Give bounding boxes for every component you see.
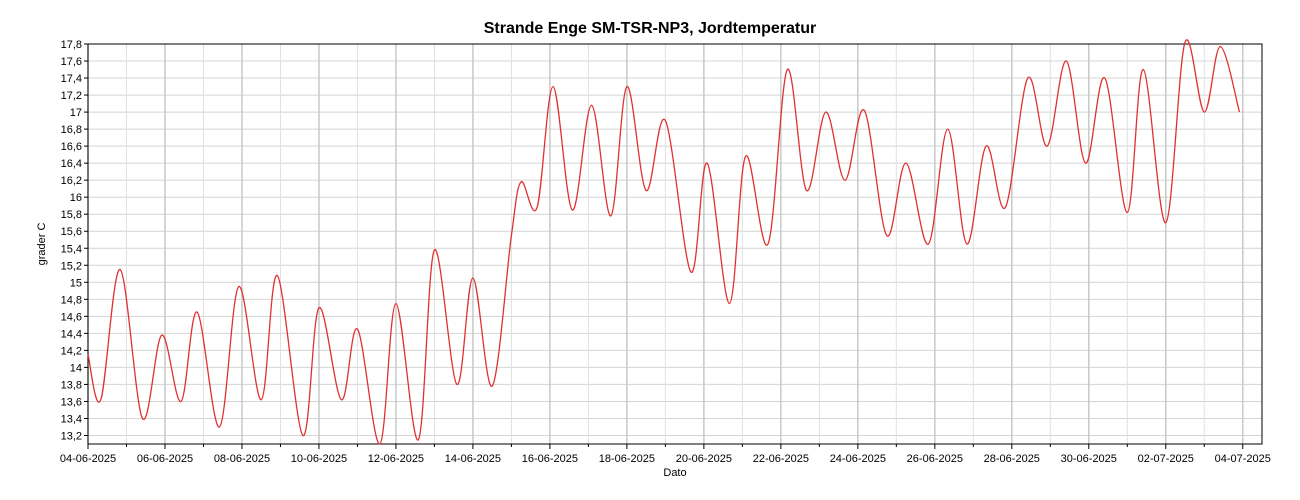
x-tick-label: 22-06-2025: [753, 453, 809, 465]
x-tick-label: 24-06-2025: [830, 453, 886, 465]
x-tick-label: 10-06-2025: [291, 453, 347, 465]
y-tick-label: 17,4: [61, 73, 82, 85]
y-tick-label: 16,8: [61, 124, 82, 136]
x-axis: 04-06-2025 06-06-2025 08-06-2025 10-06-2025…: [60, 444, 1271, 465]
y-tick-label: 16: [70, 192, 82, 204]
series-line: [87, 39, 1241, 445]
plot-frame: [87, 43, 1263, 445]
x-tick-label: 04-07-2025: [1215, 453, 1271, 465]
y-tick-label: 14,8: [61, 294, 82, 306]
y-tick-label: 14: [70, 362, 82, 374]
x-tick-label: 04-06-2025: [60, 453, 116, 465]
x-tick-label: 06-06-2025: [137, 453, 193, 465]
y-tick-label: 15,6: [61, 226, 82, 238]
y-tick-label: 15,2: [61, 260, 82, 272]
y-tick-label: 13,2: [61, 430, 82, 442]
x-tick-label: 02-07-2025: [1138, 453, 1194, 465]
x-tick-label: 28-06-2025: [984, 453, 1040, 465]
y-tick-label: 17,6: [61, 56, 82, 68]
y-tick-label: 15: [70, 277, 82, 289]
x-tick-label: 30-06-2025: [1061, 453, 1117, 465]
x-tick-label: 08-06-2025: [214, 453, 270, 465]
y-axis: 13,2 13,4 13,6 13,8 14 14,2 14,4 14,6 14,8 15 15,2…: [61, 39, 88, 442]
y-tick-label: 14,2: [61, 345, 82, 357]
x-tick-label: 14-06-2025: [445, 453, 501, 465]
y-tick-label: 14,6: [61, 311, 82, 323]
series-layer: [87, 39, 1241, 445]
x-tick-label: 12-06-2025: [368, 453, 424, 465]
x-tick-label: 16-06-2025: [522, 453, 578, 465]
x-tick-label: 26-06-2025: [907, 453, 963, 465]
y-tick-label: 14,4: [61, 328, 82, 340]
x-tick-label: 20-06-2025: [676, 453, 732, 465]
y-tick-label: 17,2: [61, 90, 82, 102]
y-tick-label: 16,6: [61, 141, 82, 153]
chart-title: Strande Enge SM-TSR-NP3, Jordtemperatur: [483, 20, 817, 37]
y-tick-label: 15,8: [61, 209, 82, 221]
y-tick-label: 15,4: [61, 243, 82, 255]
y-tick-label: 17: [70, 107, 82, 119]
y-tick-label: 13,8: [61, 379, 82, 391]
y-tick-label: 13,4: [61, 413, 82, 425]
y-tick-label: 16,4: [61, 158, 82, 170]
x-tick-label: 18-06-2025: [599, 453, 655, 465]
y-tick-label: 17,8: [61, 39, 82, 51]
y-tick-label: 13,6: [61, 396, 82, 408]
y-tick-label: 16,2: [61, 175, 82, 187]
y-axis-label: grader C: [36, 223, 48, 266]
x-axis-label: Dato: [663, 467, 686, 479]
